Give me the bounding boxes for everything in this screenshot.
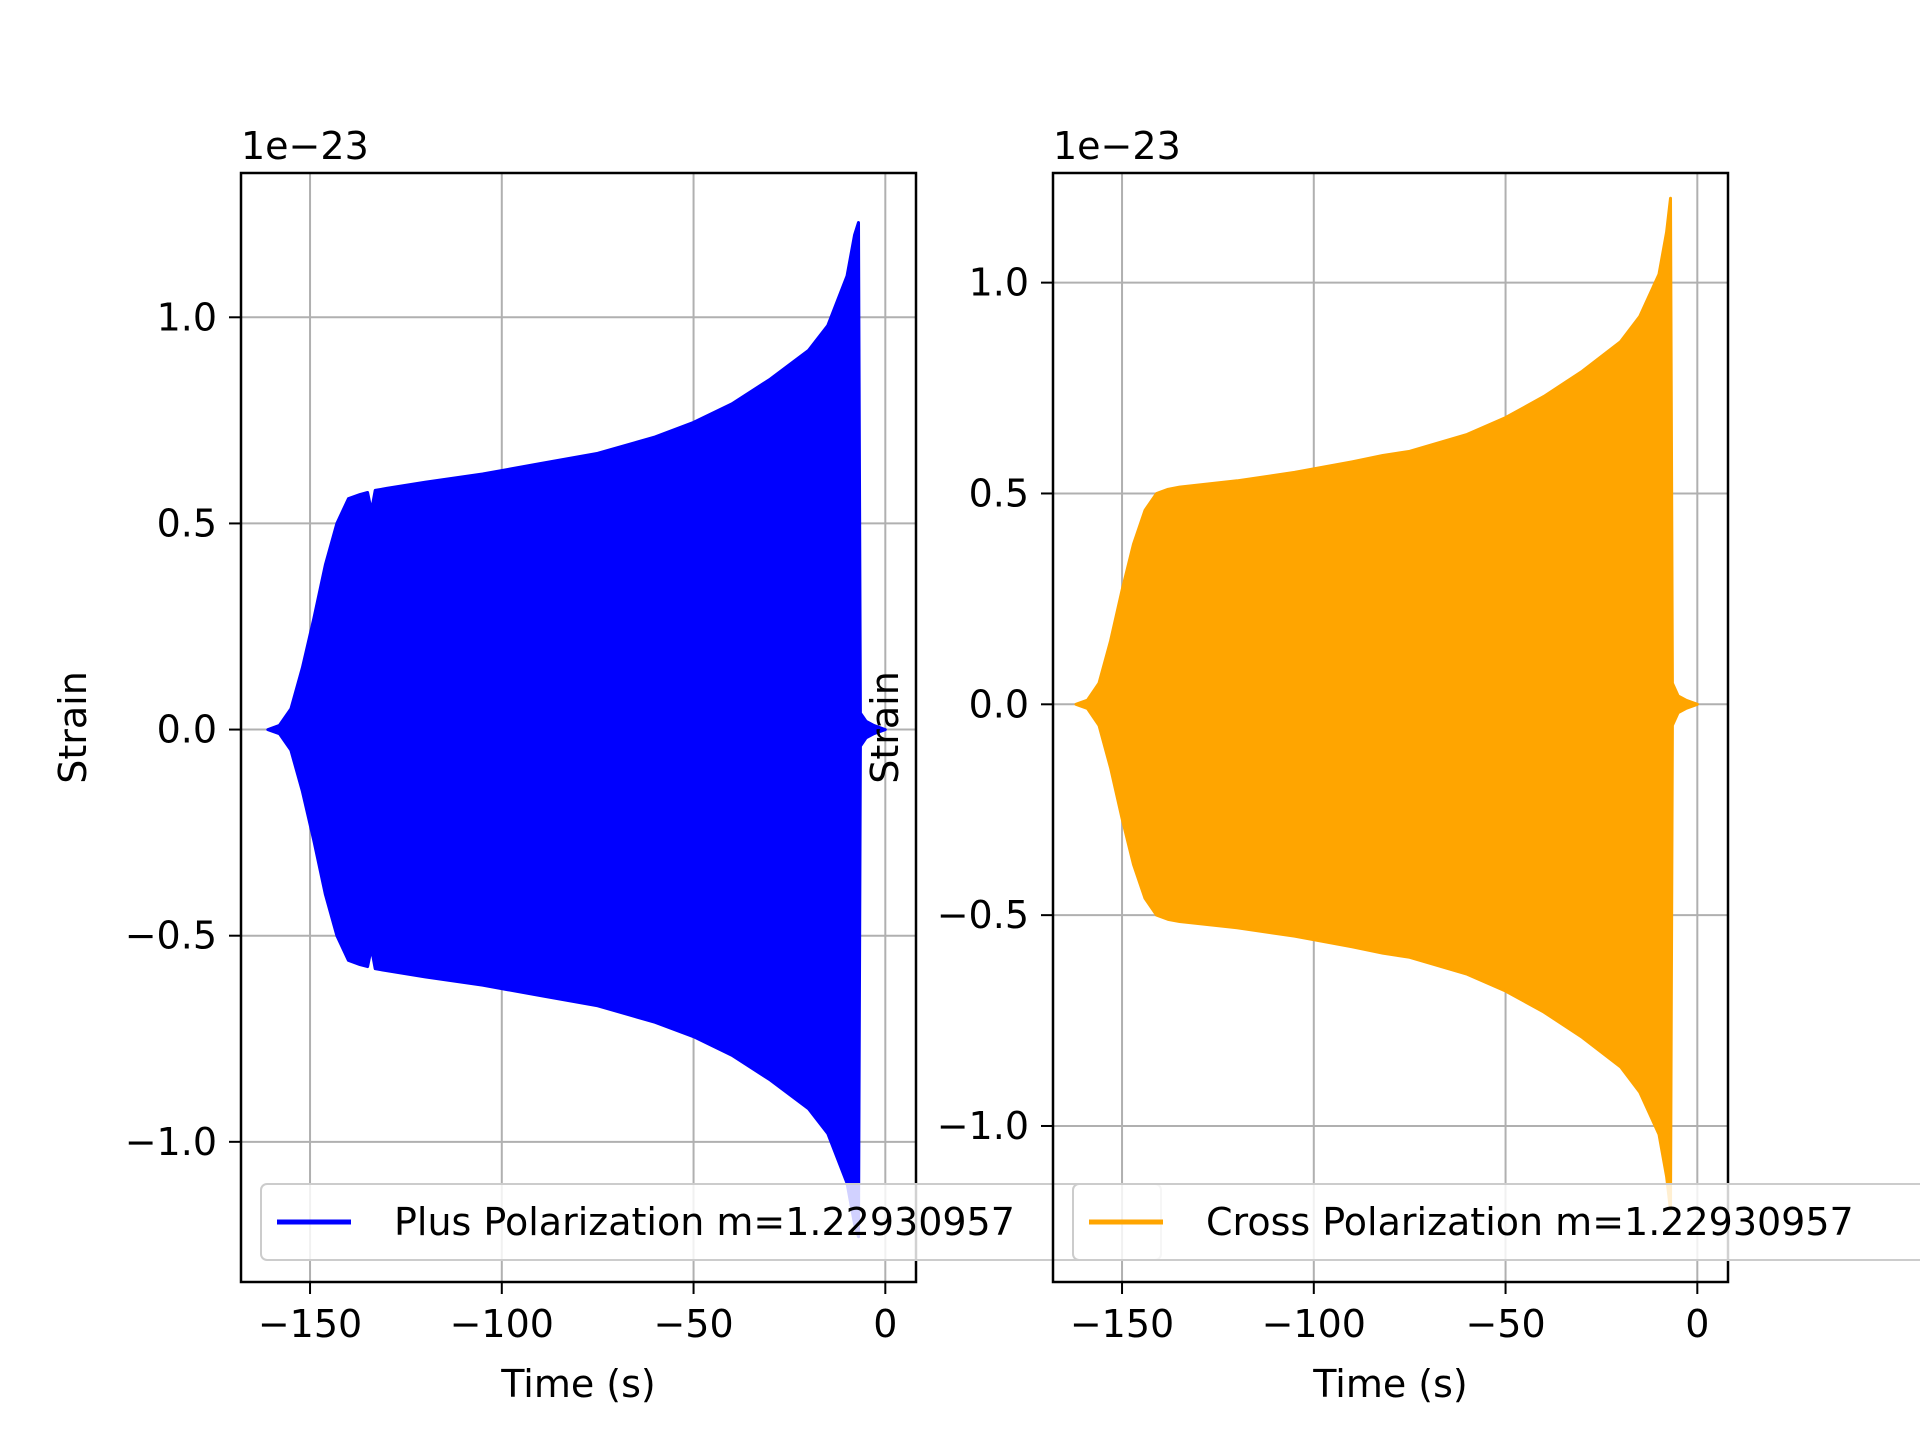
axes-frame [239,171,918,1284]
y-offset-label: 1e−23 [1053,124,1181,168]
series-waveform [266,221,887,1239]
y-tick-label: 1.0 [969,261,1029,305]
x-tick-label: 0 [873,1302,897,1346]
legend-label: Plus Polarization m=1.22930957 [394,1200,1015,1244]
y-tick-label: −0.5 [125,914,217,958]
y-axis-title: Strain [863,671,907,784]
subplot-2: −150 −100 −50 0 −1.0 −0.5 0.0 0.5 1.0 1e−23 Time (… [863,124,1920,1406]
axes-frame [1051,171,1730,1284]
subplot-1: −150 −100 −50 0 −1.0 −0.5 0.0 0.5 1.0 1e−23 Time (… [51,124,1162,1406]
x-axis-title: Time (s) [500,1362,656,1406]
y-tick-label: −1.0 [125,1120,217,1164]
legend: Cross Polarization m=1.22930957 [1072,1183,1920,1261]
series-waveform [1074,196,1699,1212]
legend-label: Cross Polarization m=1.22930957 [1206,1200,1854,1244]
x-tick-label: −100 [1262,1302,1366,1346]
x-tick-label: −50 [1465,1302,1545,1346]
legend-box [1072,1183,1920,1261]
x-tick-label: −100 [450,1302,554,1346]
x-tick-label: −150 [258,1302,362,1346]
x-tick-label: 0 [1685,1302,1709,1346]
y-offset-label: 1e−23 [241,124,369,168]
y-tick-label: 0.0 [969,682,1029,726]
x-axis-title: Time (s) [1312,1362,1468,1406]
y-tick-label: 0.5 [157,501,217,545]
legend: Plus Polarization m=1.22930957 [260,1183,1162,1261]
x-tick-label: −150 [1070,1302,1174,1346]
y-tick-label: −0.5 [937,893,1029,937]
y-tick-label: 0.5 [969,471,1029,515]
y-tick-label: 1.0 [157,295,217,339]
y-tick-label: 0.0 [157,708,217,752]
y-axis-title: Strain [51,671,95,784]
x-tick-label: −50 [653,1302,733,1346]
y-tick-label: −1.0 [937,1104,1029,1148]
